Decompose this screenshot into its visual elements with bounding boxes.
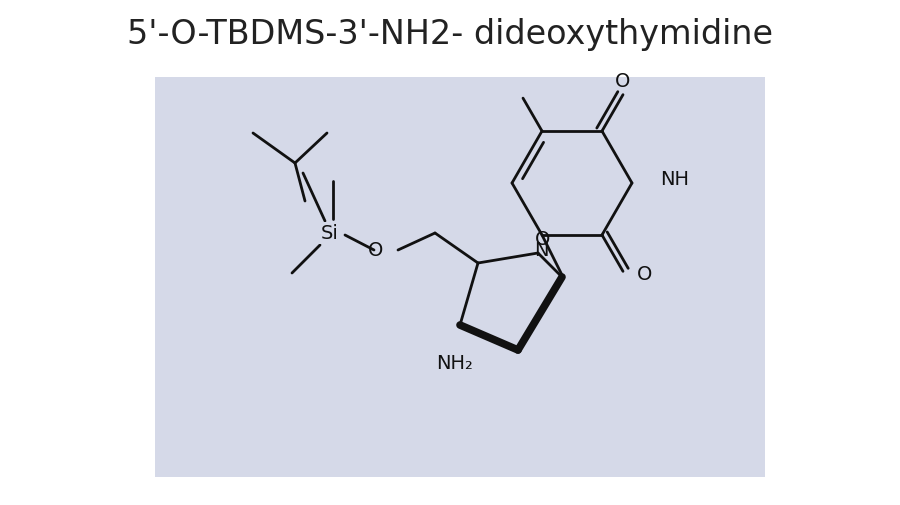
Text: Si: Si [321,224,339,243]
Text: N: N [534,240,548,260]
Text: O: O [616,72,631,91]
Text: NH₂: NH₂ [436,354,473,372]
Text: 5'-O-TBDMS-3'-NH2- dideoxythymidine: 5'-O-TBDMS-3'-NH2- dideoxythymidine [127,18,773,50]
Text: O: O [367,241,383,260]
Text: NH: NH [660,170,689,189]
Text: O: O [536,230,551,249]
FancyBboxPatch shape [155,78,765,477]
Text: O: O [637,264,652,283]
